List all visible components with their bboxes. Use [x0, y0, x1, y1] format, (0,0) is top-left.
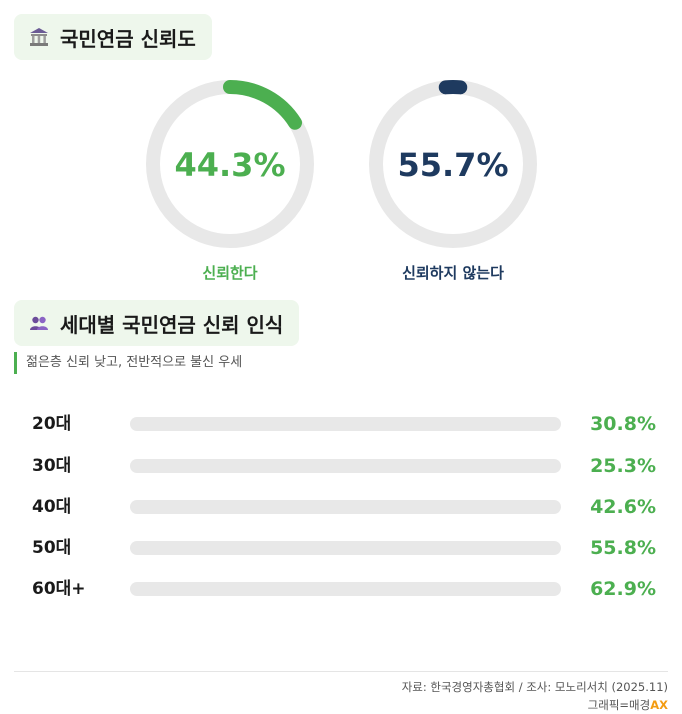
generation-section-title: 세대별 국민연금 신뢰 인식	[14, 300, 300, 346]
age-bar-row: 20대 30.8%	[0, 412, 682, 436]
distrust-label: 신뢰하지 않는다	[402, 264, 504, 282]
age-bar-value: 55.8%	[590, 537, 656, 559]
age-bar-value: 42.6%	[590, 496, 656, 518]
trust-donut-arc	[223, 80, 303, 130]
generation-section-title-text: 세대별 국민연금 신뢰 인식	[60, 312, 284, 337]
age-bar-track	[130, 500, 561, 514]
bank-icon	[28, 26, 50, 48]
age-bar-track	[130, 582, 561, 596]
trust-section-title-text: 국민연금 신뢰도	[60, 26, 196, 51]
trust-donut-charts: 44.3% 55.7%	[146, 80, 537, 248]
age-label: 60대+	[32, 579, 86, 599]
generation-subtitle: 젊은층 신뢰 낮고, 전반적으로 불신 우세	[14, 352, 242, 374]
trust-label: 신뢰한다	[202, 264, 258, 282]
age-label: 30대	[32, 456, 72, 476]
age-bar-track	[130, 417, 561, 431]
distrust-donut-value: 55.7%	[397, 146, 508, 184]
age-label: 50대	[32, 538, 72, 558]
age-bar-row: 50대 55.8%	[0, 536, 682, 560]
footer-divider	[14, 671, 668, 672]
age-bar-track	[130, 459, 561, 473]
age-bar-row: 30대 25.3%	[0, 454, 682, 478]
age-bar-value: 30.8%	[590, 413, 656, 435]
credit-prefix: 그래픽=매경	[587, 698, 651, 712]
trust-donut-value: 44.3%	[174, 146, 285, 184]
age-label: 40대	[32, 497, 72, 517]
age-bar-value: 25.3%	[590, 455, 656, 477]
age-bar-value: 62.9%	[590, 578, 656, 600]
age-label: 20대	[32, 414, 72, 434]
credit-brand: AX	[650, 698, 668, 712]
age-bar-track	[130, 541, 561, 555]
people-icon	[28, 312, 50, 334]
graphic-credit: 그래픽=매경AX	[588, 697, 668, 713]
age-bar-row: 40대 42.6%	[0, 495, 682, 519]
source-note: 자료: 한국경영자총협회 / 조사: 모노리서치 (2025.11)	[401, 680, 668, 694]
age-bar-row: 60대+ 62.9%	[0, 577, 682, 601]
trust-section-title: 국민연금 신뢰도	[14, 14, 212, 60]
